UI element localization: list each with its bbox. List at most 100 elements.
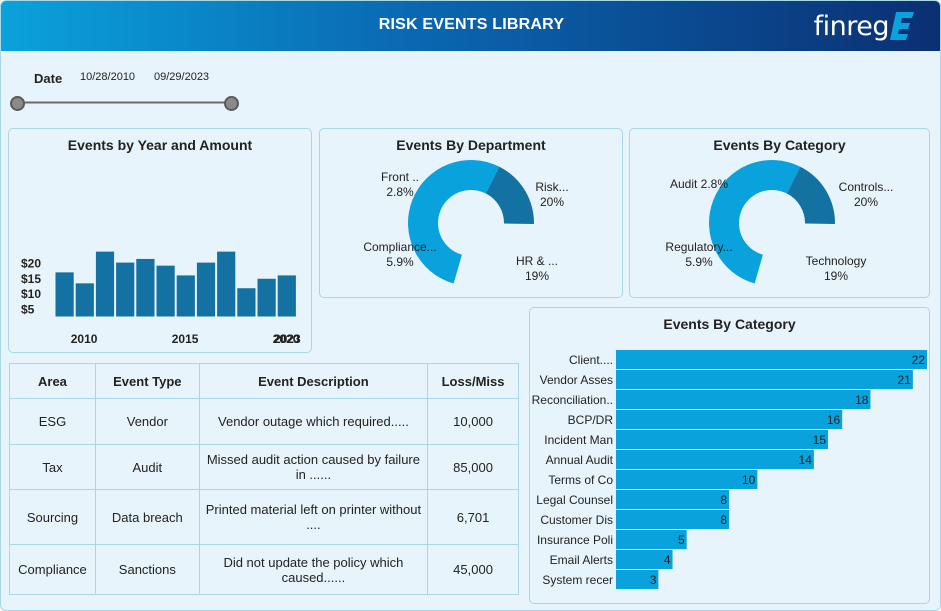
column-header-loss-miss[interactable]: Loss/Miss: [427, 363, 519, 399]
year-bar: [155, 264, 176, 318]
category-label: Legal Counsel: [536, 493, 613, 507]
x-tick-label: 2010: [71, 332, 98, 346]
table-row[interactable]: ESG Vendor Vendor outage which required.…: [9, 398, 519, 445]
risk-events-table: Area Event Type Event Description Loss/M…: [9, 363, 519, 595]
cell-event-type: Vendor: [94, 398, 200, 445]
category-bar: [616, 410, 843, 429]
donut-label: Risk...: [535, 180, 568, 194]
date-end-value: 09/29/2023: [154, 71, 210, 83]
events-by-category-bar-chart: Client.... 22 Vendor Asses 21 Reconciliation…: [532, 350, 927, 589]
cell-event-description: Vendor outage which required.....: [198, 398, 429, 445]
year-bar: [94, 250, 116, 318]
date-start-value: 10/28/2010: [80, 71, 136, 83]
category-label: Email Alerts: [550, 553, 613, 567]
finreg-logo: finreg: [814, 7, 914, 45]
table-row[interactable]: Tax Audit Missed audit action caused by …: [9, 444, 519, 490]
cell-loss-miss: 45,000: [427, 544, 519, 595]
year-bar: [195, 261, 217, 318]
cell-area: ESG: [9, 398, 96, 445]
x-tick-label: 2020: [273, 332, 300, 346]
category-label: Insurance Poli: [537, 533, 613, 547]
bar-value-label: 4: [664, 553, 671, 567]
date-slider-start-handle[interactable]: [10, 96, 25, 111]
date-label: Date: [34, 71, 63, 86]
category-bar: [616, 550, 673, 569]
cell-area: Compliance: [9, 544, 96, 595]
column-header-event-description[interactable]: Event Description: [198, 363, 429, 399]
year-bar: [175, 274, 196, 318]
category-bar: [616, 430, 829, 449]
category-label: Terms of Co: [548, 473, 613, 487]
chart-title: Events By Category: [663, 316, 796, 332]
events-by-department-panel: Events By Department Front .. 2.8% Risk...…: [319, 128, 623, 298]
bar-value-label: 14: [799, 453, 813, 467]
bar-value-label: 3: [650, 573, 657, 587]
column-header-event-type[interactable]: Event Type: [94, 363, 200, 399]
logo-text: finreg: [813, 10, 890, 42]
y-tick-label: $20: [21, 257, 41, 271]
year-bar: [276, 274, 297, 318]
bar-value-label: 22: [912, 353, 926, 367]
category-label: Incident Man: [544, 433, 613, 447]
date-slider-end-handle[interactable]: [224, 96, 239, 111]
bar-value-label: 18: [855, 393, 869, 407]
donut-label: Controls...: [839, 180, 894, 194]
table-row[interactable]: Sourcing Data breach Printed material le…: [9, 489, 519, 545]
bar-value-label: 15: [813, 433, 827, 447]
donut-label: Regulatory...: [665, 240, 732, 254]
category-label: Annual Audit: [546, 453, 614, 467]
donut-pct-label: 20%: [540, 195, 564, 209]
y-tick-label: $15: [21, 272, 41, 286]
year-bar: [135, 257, 156, 318]
donut-label: Front ..: [381, 170, 419, 184]
bar-value-label: 8: [720, 493, 727, 507]
year-bar: [256, 277, 277, 318]
bar-value-label: 10: [742, 473, 756, 487]
events-by-department-chart: Front ..2.8% Risk...20% HR & ...19% Complia…: [363, 160, 569, 284]
year-bar: [236, 287, 257, 318]
cell-event-description: Did not update the policy which caused..…: [198, 544, 429, 595]
category-bar: [616, 490, 730, 509]
category-label: Customer Dis: [540, 513, 613, 527]
donut-pct-label: 5.9%: [386, 255, 414, 269]
header-bar: RISK EVENTS LIBRARY finreg: [1, 1, 940, 51]
donut-pct-label: 5.9%: [685, 255, 713, 269]
donut-slice-dark: [786, 166, 835, 225]
chart-title: Events By Department: [396, 137, 546, 153]
events-by-year-panel: Events by Year and Amount $20 $15 $10 $5 201…: [8, 128, 312, 353]
cell-event-type: Audit: [94, 444, 200, 490]
donut-label: Audit 2.8%: [670, 177, 728, 191]
year-bar: [216, 250, 237, 318]
chart-title: Events by Year and Amount: [67, 137, 253, 153]
x-tick-label: 2023: [274, 332, 301, 346]
cell-event-type: Sanctions: [94, 544, 200, 595]
category-bar: [616, 470, 758, 489]
category-label: Vendor Asses: [540, 373, 613, 387]
cell-loss-miss: 10,000: [427, 398, 519, 445]
year-bar: [54, 271, 75, 318]
category-bar: [616, 390, 871, 409]
category-bar: [616, 510, 730, 529]
year-bar: [115, 261, 136, 318]
category-bar: [616, 570, 659, 589]
category-label: Client....: [569, 353, 613, 367]
bar-value-label: 16: [827, 413, 841, 427]
page-title: RISK EVENTS LIBRARY: [378, 16, 565, 33]
date-range-slider-track[interactable]: [18, 100, 231, 105]
date-filter: Date 10/28/2010 09/29/2023: [9, 61, 249, 121]
donut-pct-label: 19%: [824, 269, 848, 283]
category-label: System recer: [542, 573, 613, 587]
table-row[interactable]: Compliance Sanctions Did not update the …: [9, 544, 519, 595]
x-tick-label: 2015: [172, 332, 199, 346]
bar-value-label: 8: [720, 513, 727, 527]
events-by-category-donut-panel: Events By Category Audit 2.8% Controls...…: [629, 128, 930, 298]
donut-pct-label: 19%: [525, 269, 549, 283]
cell-event-description: Missed audit action caused by failure in…: [198, 444, 429, 490]
y-tick-label: $5: [21, 302, 35, 316]
donut-label: Technology: [806, 254, 867, 268]
cell-loss-miss: 6,701: [427, 489, 519, 545]
column-header-area[interactable]: Area: [9, 363, 96, 399]
